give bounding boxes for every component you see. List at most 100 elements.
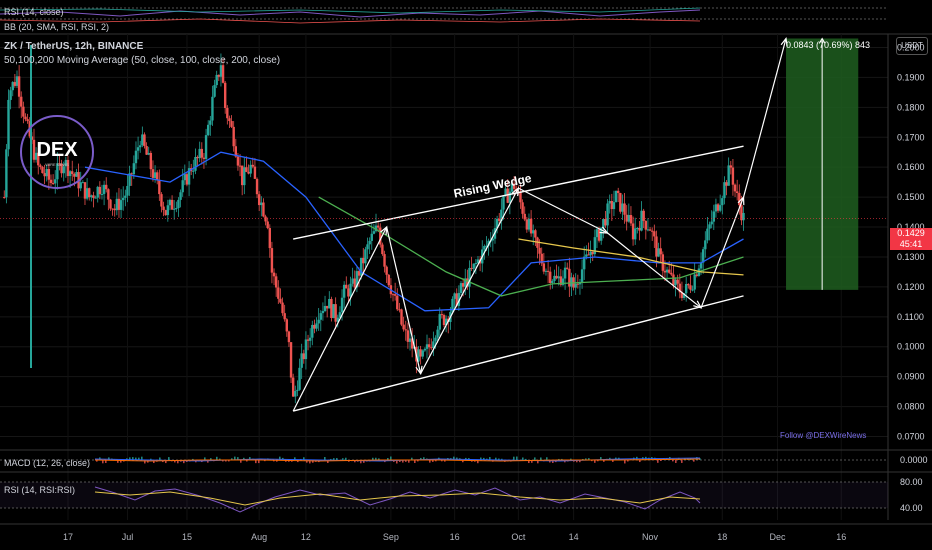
top-bb-title[interactable]: BB (20, SMA, RSI, RSI, 2) (4, 22, 110, 32)
candle-body (194, 156, 197, 171)
candle-body (143, 134, 146, 147)
macd-histogram-bar (627, 460, 629, 462)
candle-body (714, 204, 718, 212)
candle-body (504, 188, 507, 196)
candle-body (508, 191, 512, 203)
candle-body (223, 82, 227, 108)
macd-histogram-bar (585, 458, 587, 460)
zigzag-segment (742, 38, 787, 198)
candle-body (134, 150, 138, 164)
candle-body (243, 167, 246, 186)
macd-histogram-bar (534, 457, 536, 460)
moving-average-legend[interactable]: 50,100,200 Moving Average (50, close, 10… (4, 55, 281, 66)
candle-body (553, 275, 556, 281)
candle-body (260, 202, 263, 206)
candle-body (648, 229, 652, 231)
macd-histogram-bar (240, 460, 242, 463)
candle-body (22, 106, 25, 117)
candle-body (304, 339, 308, 360)
candle-body (255, 178, 259, 195)
zigzag-path (292, 37, 788, 412)
rsi-title[interactable]: RSI (14, RSI:RSI) (4, 485, 76, 495)
macd-histogram-bar (204, 457, 206, 460)
candle-body (66, 159, 70, 177)
macd-histogram-bar (378, 458, 380, 460)
candle-body (206, 124, 210, 136)
candle-body (281, 302, 284, 314)
candle-body (308, 337, 312, 341)
candle-body (519, 192, 522, 203)
candle-body (136, 147, 140, 151)
candle-body (179, 192, 182, 200)
macd-title[interactable]: MACD (12, 26, close) (4, 458, 91, 468)
macd-histogram-bar (396, 460, 398, 464)
candle-body (217, 74, 221, 77)
candle-body (245, 167, 248, 172)
candle-body (68, 171, 72, 177)
macd-panel: 0.0000 (0, 449, 932, 465)
candle-body (266, 221, 269, 229)
candle-body (708, 224, 711, 229)
macd-histogram-bar (219, 458, 221, 460)
macd-histogram-bar (165, 460, 167, 464)
candle-body (372, 231, 376, 234)
macd-histogram-bar (429, 460, 431, 463)
candle-body (323, 305, 327, 312)
candle-body (540, 253, 543, 264)
top-rsi-title[interactable]: RSI (14, close) (4, 7, 64, 17)
candle-body (71, 171, 74, 174)
candle-body (546, 270, 550, 272)
currency-button[interactable]: USDT (896, 37, 928, 55)
candle-body (693, 274, 696, 290)
symbol-title[interactable]: ZK / TetherUS, 12h, BINANCE (4, 41, 144, 52)
candle-body (147, 152, 150, 155)
candle-body (600, 227, 603, 241)
time-tick-label: Dec (770, 532, 787, 542)
rsi-tick-40: 40.00 (900, 503, 923, 513)
price-tick-label: 0.1900 (897, 72, 925, 82)
price-axis[interactable]: 0.2000 0.1900 0.1800 0.1700 0.1600 0.1500 0.14… (897, 42, 925, 441)
logo-ring (20, 115, 94, 189)
candle-body (238, 165, 242, 167)
macd-histogram-bar (255, 460, 257, 464)
macd-histogram-bar (276, 460, 278, 462)
macd-histogram-bar (603, 460, 605, 462)
candle-body (538, 247, 541, 254)
candle-body (357, 271, 361, 276)
candle-body (88, 188, 91, 198)
candle-body (109, 199, 112, 209)
candle-body (665, 269, 669, 273)
macd-histogram-bar (402, 460, 404, 463)
candle-body (551, 280, 554, 284)
macd-histogram-bar (588, 458, 590, 460)
candle-body (466, 278, 469, 287)
macd-histogram-bar (408, 460, 410, 463)
target-measure-arrow (818, 37, 826, 44)
macd-histogram-bar (216, 456, 218, 460)
price-tick-label: 0.1600 (897, 162, 925, 172)
candle-body (54, 179, 57, 184)
candle-body (436, 329, 439, 338)
candle-body (712, 211, 715, 222)
candle-body (587, 254, 590, 256)
candle-body (51, 183, 55, 185)
candle-body (440, 314, 444, 316)
macd-histogram-bar (537, 460, 539, 464)
candle-body (525, 219, 529, 230)
time-axis[interactable]: 17 Jul 15 Aug 12 Sep 16 Oct 14 Nov 18 Dec 16 (63, 532, 846, 542)
candle-body (695, 274, 699, 276)
candle-body (177, 199, 180, 209)
macd-histogram-bar (141, 456, 143, 460)
candle-body (153, 172, 157, 178)
macd-histogram-bar (210, 458, 212, 460)
zigzag-segment (607, 232, 702, 309)
macd-histogram-bar (552, 460, 554, 463)
candle-body (438, 314, 441, 330)
candle-body (79, 182, 82, 189)
candle-body (570, 277, 573, 287)
candle-body (419, 349, 422, 357)
macd-histogram-bar (96, 460, 98, 462)
candle-body (521, 202, 524, 214)
candle-body (727, 165, 730, 186)
